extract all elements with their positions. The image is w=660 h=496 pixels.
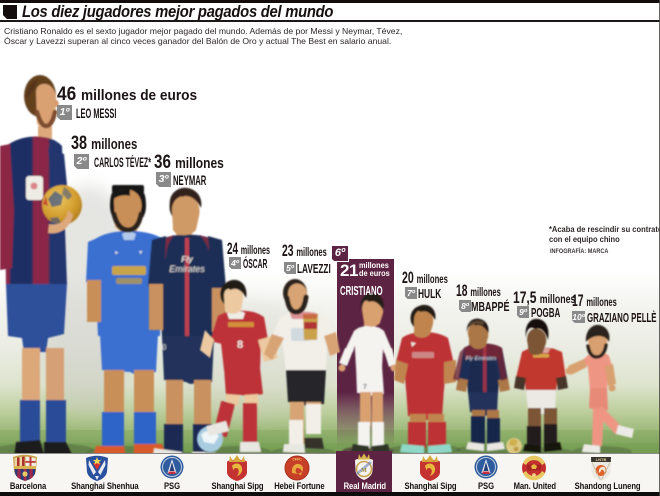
svg-text:Fly: Fly — [181, 255, 193, 264]
svg-text:8: 8 — [237, 339, 243, 351]
svg-text:LNTB: LNTB — [596, 457, 607, 462]
svg-text:M: M — [361, 468, 367, 474]
svg-text:Emirates: Emirates — [169, 264, 205, 274]
svg-text:Fly Emirates: Fly Emirates — [466, 356, 497, 362]
svg-text:CFFC: CFFC — [292, 458, 302, 462]
svg-text:7: 7 — [363, 384, 367, 391]
svg-text:0: 0 — [162, 343, 167, 352]
